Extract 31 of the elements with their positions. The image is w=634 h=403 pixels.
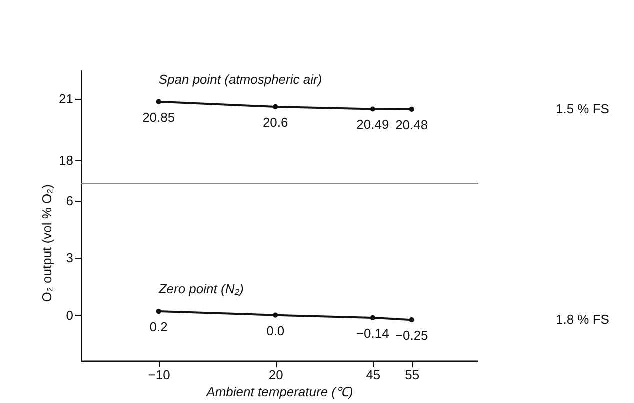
point <box>370 106 376 112</box>
y-tick-label: 3 <box>66 250 74 266</box>
data-label: 20.85 <box>142 110 176 125</box>
y-tick-label: 18 <box>59 152 74 168</box>
y-tick-label: 6 <box>66 194 74 209</box>
x-tick-label: −10 <box>148 368 170 382</box>
y-axis-title: O₂ output (vol % O₂) <box>39 184 54 302</box>
data-label: 20.48 <box>396 117 428 132</box>
point <box>409 318 414 323</box>
x-axis-title: Ambient temperature (℃) <box>206 384 354 400</box>
data-label: 0.0 <box>266 323 285 338</box>
x-tick-label: 20 <box>268 368 284 382</box>
data-label: 20.6 <box>262 114 288 130</box>
data-label: −0.25 <box>395 328 428 344</box>
point <box>370 315 376 321</box>
data-label: −0.14 <box>356 326 390 341</box>
point <box>273 312 278 318</box>
y-tick-label: 21 <box>59 91 74 106</box>
point <box>409 106 414 112</box>
x-tick-label: 55 <box>405 368 420 382</box>
annotation: Span point (atmospheric air) <box>158 72 322 87</box>
point <box>273 104 278 110</box>
text: 1.8 % FS <box>556 312 610 328</box>
x-tick-label: 45 <box>366 368 381 382</box>
point <box>156 99 162 104</box>
text: 1.5 % FS <box>556 101 610 116</box>
data-label: 0.2 <box>150 320 168 335</box>
data-label: 20.49 <box>356 117 390 132</box>
annotation: Zero point (N₂) <box>158 282 244 297</box>
point <box>156 308 162 314</box>
y-tick-label: 0 <box>66 308 74 323</box>
